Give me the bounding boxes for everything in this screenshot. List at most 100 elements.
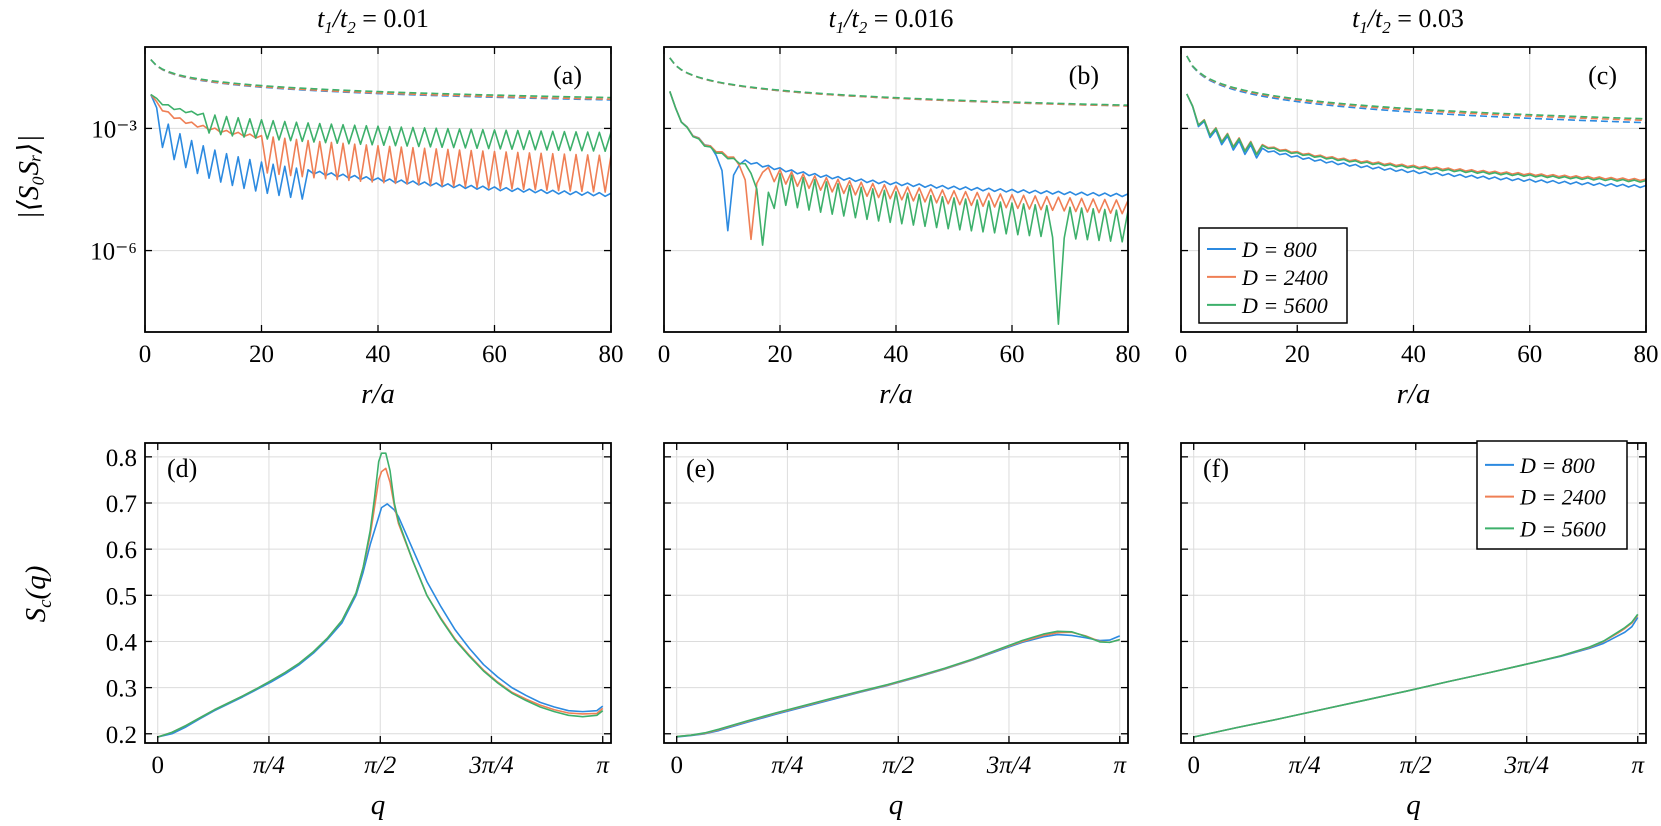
panel-label: (b) [1069, 61, 1099, 90]
series-line-d-5600-dashed- [1186, 55, 1646, 120]
x-tick-label: 40 [884, 341, 909, 368]
x-tick-label: 0 [1175, 341, 1188, 368]
x-tick-label: 20 [768, 341, 793, 368]
y-tick-label: 0.7 [106, 491, 137, 518]
series-group [669, 57, 1128, 326]
series-line-d-5600 [1193, 613, 1639, 738]
title-t1t2-0.016: t1/t2 = 0.016 [829, 4, 954, 37]
series-line-d-5600-dashed- [150, 59, 611, 99]
x-tick-label: 40 [366, 341, 391, 368]
panel-a: 0 20 40 60 80 10⁻³ 10⁻⁶ r/a (a) [90, 46, 624, 410]
series-group [157, 452, 604, 738]
x-axis-label: q [889, 789, 904, 821]
panel-label: (e) [686, 454, 715, 483]
ylabel-structure-factor: Sc(q) [20, 566, 56, 623]
panel-f: 0 π/4 π/2 3π/4 π q (f) D = 800 D = 2400 D = 5600 [1180, 440, 1647, 821]
x-tick-label: π [1113, 752, 1127, 779]
x-tick-label: π/4 [771, 752, 803, 779]
x-axis-label: r/a [1397, 378, 1431, 410]
legend-entry: D = 5600 [1519, 516, 1606, 541]
ylabel-correlation: |⟨S₀Sᵣ⟩| [13, 135, 45, 220]
title-t1t2-0.03: t1/t2 = 0.03 [1352, 4, 1464, 37]
y-tick-label: 0.8 [106, 445, 137, 472]
x-tick-label: π [1631, 752, 1645, 779]
x-tick-label: 20 [1285, 341, 1310, 368]
x-tick-label: π [596, 752, 610, 779]
plot-frame [1180, 442, 1647, 744]
series-line-d-5600 [150, 93, 611, 153]
series-line-d-800 [157, 503, 604, 738]
series-line-d-2400-dashed- [669, 57, 1128, 107]
x-tick-label: 0 [151, 752, 164, 779]
x-tick-label: π/2 [364, 752, 396, 779]
x-tick-label: 80 [1116, 341, 1141, 368]
panel-c: 0 20 40 60 80 r/a (c) D = 800 D = 2400 D = 5600 [1175, 46, 1659, 410]
legend-box [1476, 440, 1628, 550]
series-line-d-2400-dashed- [1186, 55, 1646, 122]
x-tick-label: 60 [1517, 341, 1542, 368]
series-line-d-5600 [157, 452, 604, 738]
series-line-d-2400-dashed- [150, 59, 611, 100]
series-line-d-2400 [1186, 93, 1646, 182]
legend-entry: D = 800 [1519, 453, 1595, 478]
series-line-d-5600 [1186, 93, 1646, 183]
x-tick-label: 20 [249, 341, 274, 368]
series-line-d-800-dashed- [1186, 55, 1646, 124]
x-tick-label: π/4 [1289, 752, 1321, 779]
x-axis-label: q [1406, 789, 1421, 821]
series-line-d-800 [669, 91, 1128, 232]
series-group [150, 59, 611, 200]
x-tick-label: 3π/4 [986, 752, 1031, 779]
x-tick-label: 0 [670, 752, 683, 779]
x-axis-label: r/a [879, 378, 913, 410]
series-line-d-800-dashed- [150, 59, 611, 101]
y-tick-label: 0.4 [106, 629, 138, 656]
x-tick-label: 3π/4 [1503, 752, 1548, 779]
series-line-d-800 [1186, 93, 1646, 189]
series-line-d-2400 [669, 91, 1128, 241]
x-tick-label: π/4 [253, 752, 285, 779]
x-tick-label: 3π/4 [468, 752, 513, 779]
x-tick-label: 0 [1187, 752, 1200, 779]
x-axis-label: q [371, 789, 386, 821]
plot-frame [663, 442, 1129, 744]
series-line-d-5600 [669, 91, 1128, 326]
x-tick-label: 60 [482, 341, 507, 368]
panel-label: (f) [1203, 454, 1229, 483]
y-tick-label: 0.3 [106, 676, 137, 703]
series-group [1186, 55, 1646, 189]
y-tick-label: 10⁻⁶ [90, 239, 137, 266]
legend: D = 800 D = 2400 D = 5600 [1198, 227, 1348, 324]
series-group [676, 630, 1121, 738]
x-tick-label: π/2 [1400, 752, 1432, 779]
legend: D = 800 D = 2400 D = 5600 [1476, 440, 1628, 550]
series-line-d-800 [150, 94, 611, 200]
x-tick-label: 40 [1401, 341, 1426, 368]
title-t1t2-0.01: t1/t2 = 0.01 [317, 4, 429, 37]
y-tick-label: 0.6 [106, 537, 137, 564]
x-axis-label: r/a [361, 378, 395, 410]
series-line-d-2400 [150, 94, 611, 193]
y-tick-label: 10⁻³ [91, 116, 137, 143]
legend-entry: D = 2400 [1241, 265, 1328, 290]
panel-label: (a) [553, 61, 582, 90]
panel-b: 0 20 40 60 80 r/a (b) [658, 46, 1141, 410]
series-line-d-5600-dashed- [669, 57, 1128, 106]
panel-e: 0 π/4 π/2 3π/4 π q (e) [663, 442, 1129, 821]
x-tick-label: π/2 [882, 752, 914, 779]
x-tick-label: 80 [599, 341, 624, 368]
legend-entry: D = 800 [1241, 237, 1317, 262]
y-tick-label: 0.2 [106, 722, 137, 749]
legend-entry: D = 2400 [1519, 485, 1606, 510]
legend-entry: D = 5600 [1241, 293, 1328, 318]
x-tick-label: 60 [1000, 341, 1025, 368]
x-tick-label: 80 [1634, 341, 1659, 368]
legend-box [1198, 227, 1348, 324]
x-tick-label: 0 [139, 341, 152, 368]
plot-frame [144, 442, 612, 744]
x-tick-label: 0 [658, 341, 671, 368]
series-group [1193, 613, 1639, 738]
panel-d: 0 π/4 π/2 3π/4 π 0.2 0.3 0.4 0.5 0.6 0.7 0.8 q (d) [106, 442, 612, 821]
panel-label: (c) [1588, 61, 1617, 90]
